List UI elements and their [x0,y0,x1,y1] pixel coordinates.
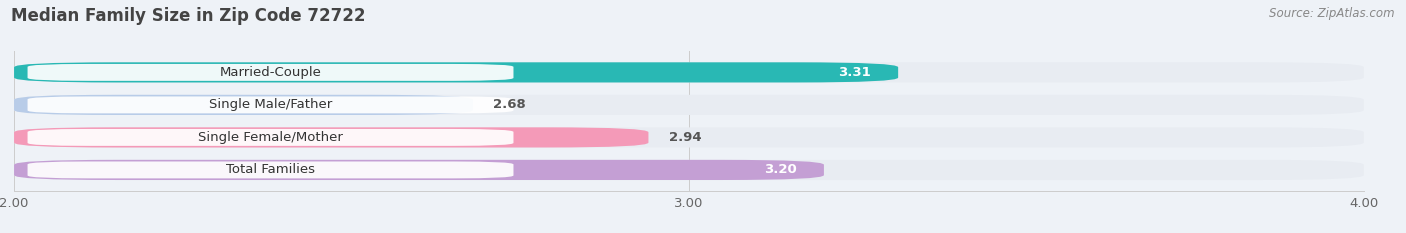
FancyBboxPatch shape [14,95,472,115]
Text: Single Male/Father: Single Male/Father [209,98,332,111]
Text: 2.94: 2.94 [669,131,702,144]
Text: 3.20: 3.20 [765,163,797,176]
FancyBboxPatch shape [14,62,898,82]
FancyBboxPatch shape [14,160,1364,180]
FancyBboxPatch shape [14,62,1364,82]
FancyBboxPatch shape [14,160,824,180]
Text: Median Family Size in Zip Code 72722: Median Family Size in Zip Code 72722 [11,7,366,25]
Text: 2.68: 2.68 [494,98,526,111]
Text: Source: ZipAtlas.com: Source: ZipAtlas.com [1270,7,1395,20]
FancyBboxPatch shape [14,95,1364,115]
FancyBboxPatch shape [28,129,513,146]
FancyBboxPatch shape [28,96,513,113]
Text: Total Families: Total Families [226,163,315,176]
Text: 3.31: 3.31 [838,66,872,79]
Text: Single Female/Mother: Single Female/Mother [198,131,343,144]
FancyBboxPatch shape [28,64,513,81]
FancyBboxPatch shape [14,127,648,147]
Text: Married-Couple: Married-Couple [219,66,322,79]
FancyBboxPatch shape [28,161,513,178]
FancyBboxPatch shape [14,127,1364,147]
